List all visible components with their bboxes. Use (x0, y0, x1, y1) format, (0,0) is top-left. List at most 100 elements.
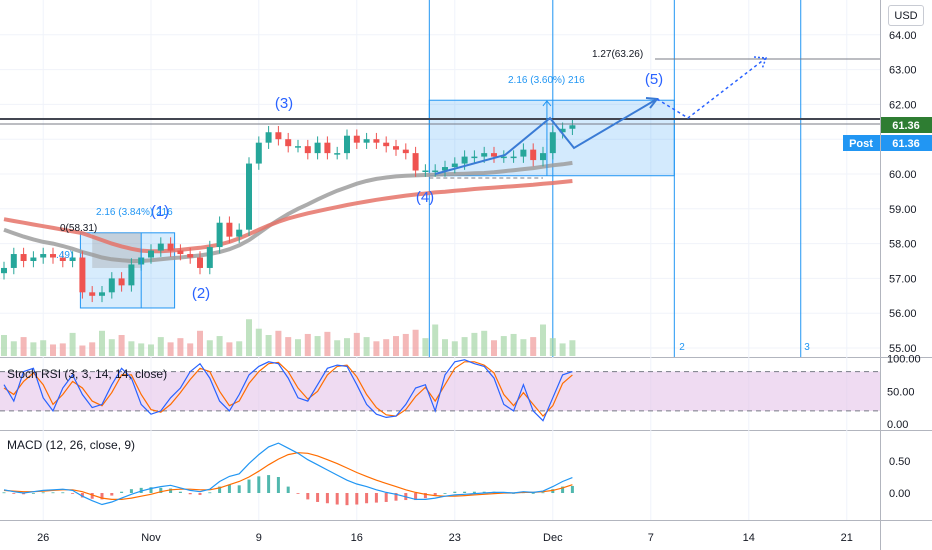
macd-histogram-bar (453, 491, 457, 493)
macd-histogram-bar (394, 493, 398, 501)
axes[interactable]: 55.0056.0057.0058.0059.0060.0061.0062.00… (37, 30, 932, 544)
candle-body[interactable] (69, 257, 76, 261)
macd-histogram-bar (561, 486, 565, 493)
candle-body[interactable] (40, 254, 47, 258)
candle-body[interactable] (99, 292, 105, 296)
candle-body[interactable] (520, 149, 527, 157)
candle-body[interactable] (304, 146, 311, 154)
candle-body[interactable] (393, 146, 399, 150)
volume-bar (265, 335, 272, 356)
candle-body[interactable] (491, 153, 497, 157)
candle-body[interactable] (118, 278, 125, 286)
volume-bar (491, 340, 497, 356)
candle-body[interactable] (187, 254, 194, 258)
macd-histogram-bar (71, 493, 75, 494)
measure-arrowhead-right[interactable] (542, 100, 552, 107)
time-tick-label: Nov (141, 532, 161, 544)
stoch-rsi-pane[interactable] (0, 359, 880, 422)
candle-body[interactable] (559, 128, 566, 133)
candle-body[interactable] (265, 132, 272, 143)
volume-bar (559, 343, 566, 356)
volume-bar (226, 342, 233, 356)
candle-body[interactable] (246, 163, 252, 230)
candle-body[interactable] (167, 243, 174, 251)
candle-body[interactable] (540, 153, 546, 161)
candle-body[interactable] (177, 250, 184, 255)
candle-body[interactable] (295, 146, 301, 148)
candle-body[interactable] (412, 153, 419, 171)
candle-body[interactable] (334, 153, 341, 155)
candle-body[interactable] (314, 142, 321, 154)
macd-histogram-bar (12, 493, 16, 494)
candle-body[interactable] (353, 135, 360, 143)
macd-histogram-bar (541, 492, 545, 494)
candle-body[interactable] (500, 156, 507, 159)
candle-body[interactable] (285, 139, 292, 147)
candle-body[interactable] (206, 247, 213, 268)
candle-body[interactable] (148, 250, 154, 258)
candle-body[interactable] (569, 125, 576, 129)
macd-histogram-bar (110, 493, 114, 496)
candle-body[interactable] (255, 142, 262, 164)
candle-body[interactable] (197, 257, 203, 268)
post-tag-value-box[interactable] (881, 135, 932, 151)
drawing-tools-background[interactable] (79, 0, 802, 357)
candle-body[interactable] (79, 257, 86, 293)
post-tag-label-box[interactable] (843, 135, 880, 151)
macd-histogram-bar (374, 493, 378, 503)
candle-body[interactable] (510, 156, 517, 159)
volume-bars (1, 319, 576, 356)
volume-bar (304, 333, 311, 356)
candle-body[interactable] (108, 278, 115, 293)
candle-body[interactable] (10, 254, 17, 268)
candle-body[interactable] (383, 142, 390, 147)
macd-histogram-bar (463, 491, 467, 493)
macd-signal-line (3, 452, 573, 500)
candle-body[interactable] (236, 229, 243, 237)
candle-body[interactable] (363, 139, 370, 143)
candle-body[interactable] (422, 170, 429, 173)
candle-body[interactable] (442, 167, 448, 171)
candle-body[interactable] (471, 156, 478, 159)
candle-body[interactable] (128, 264, 135, 286)
macd-histogram-bar (345, 493, 349, 506)
price-tick-label: 56.00 (889, 308, 917, 320)
candle-body[interactable] (481, 153, 488, 157)
currency-button[interactable]: USD (888, 5, 924, 26)
candle-body[interactable] (216, 222, 223, 248)
candle-body[interactable] (226, 222, 233, 237)
candle-body[interactable] (89, 292, 96, 296)
projection-dotted-path[interactable] (656, 57, 767, 119)
measure-label-left: 2.16 (3.84%) 216 (96, 207, 173, 218)
candle-body[interactable] (324, 142, 331, 154)
candle-body[interactable] (344, 135, 350, 154)
elliott-wave-path[interactable] (434, 98, 658, 175)
candle-body[interactable] (432, 170, 439, 173)
volume-bar (50, 344, 56, 356)
candle-body[interactable] (30, 257, 37, 261)
candle-body[interactable] (275, 132, 282, 140)
candle-body[interactable] (1, 267, 7, 274)
grid-lines (0, 0, 880, 520)
last-price-tag[interactable] (881, 117, 932, 133)
candle-body[interactable] (549, 132, 556, 154)
candle-body[interactable] (373, 139, 380, 143)
candle-body[interactable] (20, 254, 27, 261)
candle-body[interactable] (50, 254, 56, 258)
candle-body[interactable] (157, 243, 164, 251)
volume-bar (442, 339, 448, 356)
macd-pane[interactable] (2, 442, 574, 506)
wave-label-2: (2) (192, 285, 210, 302)
macd-tick-label: 0.00 (889, 488, 910, 500)
candle-body[interactable] (451, 163, 458, 168)
macd-histogram-bar (325, 493, 329, 504)
candle-body[interactable] (461, 156, 468, 164)
projection-arrowhead[interactable] (753, 56, 768, 70)
candle-body[interactable] (402, 149, 409, 154)
stoch-d-line (3, 361, 573, 418)
drawing-tools-foreground[interactable]: (1) (2) (3) (4) (5) 2.16 (3.60%) 216 2.16 (3.8… (0, 49, 880, 353)
candle-body[interactable] (530, 149, 537, 161)
volume-bar (481, 330, 488, 356)
candle-body[interactable] (59, 257, 66, 261)
